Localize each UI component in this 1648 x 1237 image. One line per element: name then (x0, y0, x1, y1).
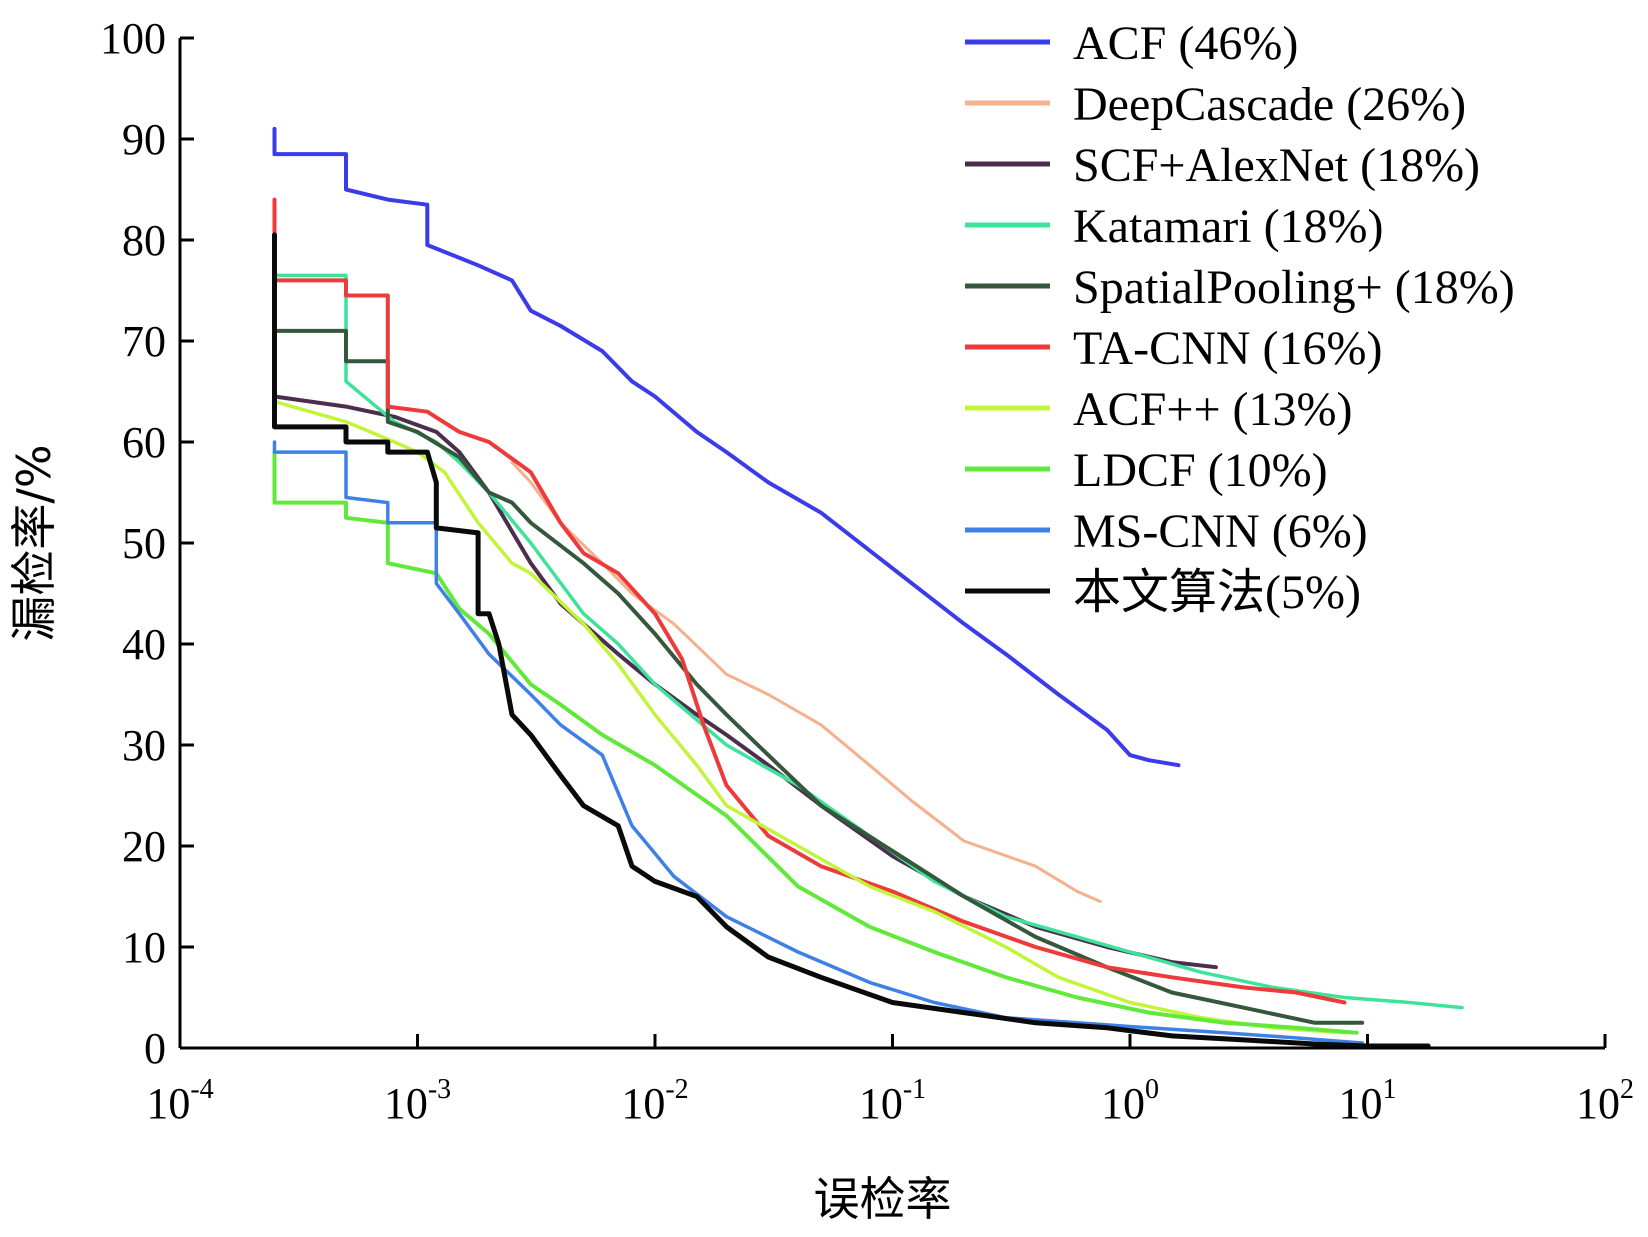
x-tick-label: 102 (1576, 1074, 1634, 1128)
y-tick-label: 80 (122, 216, 166, 265)
legend: ACF (46%) DeepCascade (26%) SCF+AlexNet (1… (965, 17, 1515, 619)
legend-label-4: SpatialPooling+ (18%) (1073, 261, 1515, 314)
legend-label-6: ACF++ (13%) (1073, 383, 1352, 436)
series-line-1 (510, 460, 1102, 903)
x-axis-title: 误检率 (814, 1172, 952, 1226)
y-tick-label: 30 (122, 721, 166, 770)
ticks-layer: 0 10 20 30 40 50 60 70 80 90 100 10-4 10-3 10-2 10-1 10… (100, 14, 1634, 1128)
x-tick-label: 10-2 (621, 1074, 688, 1128)
legend-label-2: SCF+AlexNet (18%) (1073, 139, 1480, 192)
x-tick-label: 10-3 (384, 1074, 451, 1128)
y-tick-label: 90 (122, 115, 166, 164)
legend-label-7: LDCF (10%) (1073, 444, 1328, 497)
series-line-9 (272, 232, 1431, 1049)
y-tick-label: 70 (122, 317, 166, 366)
x-tick-label: 100 (1101, 1074, 1159, 1128)
series-line-5 (272, 197, 1347, 1005)
x-tick-label: 10-1 (859, 1074, 926, 1128)
series-line-7 (272, 450, 1359, 1035)
y-tick-label: 60 (122, 418, 166, 467)
y-axis-title: 漏检率/% (7, 444, 61, 641)
y-tick-label: 100 (100, 14, 166, 63)
series-line-8 (272, 440, 1364, 1045)
legend-label-1: DeepCascade (26%) (1073, 78, 1466, 131)
legend-label-9: 本文算法(5%) (1073, 566, 1361, 619)
y-tick-label: 40 (122, 620, 166, 669)
y-tick-label: 50 (122, 519, 166, 568)
y-tick-label: 10 (122, 923, 166, 972)
legend-label-8: MS-CNN (6%) (1073, 505, 1368, 558)
x-tick-label: 101 (1339, 1074, 1397, 1128)
y-tick-label: 0 (144, 1024, 166, 1073)
x-tick-label: 10-4 (146, 1074, 213, 1128)
y-tick-label: 20 (122, 822, 166, 871)
legend-label-5: TA-CNN (16%) (1073, 322, 1382, 375)
series-line-2 (272, 379, 1218, 970)
legend-label-3: Katamari (18%) (1073, 200, 1384, 253)
series-line-0 (272, 126, 1181, 768)
legend-label-0: ACF (46%) (1073, 17, 1298, 70)
series-layer (272, 126, 1464, 1049)
